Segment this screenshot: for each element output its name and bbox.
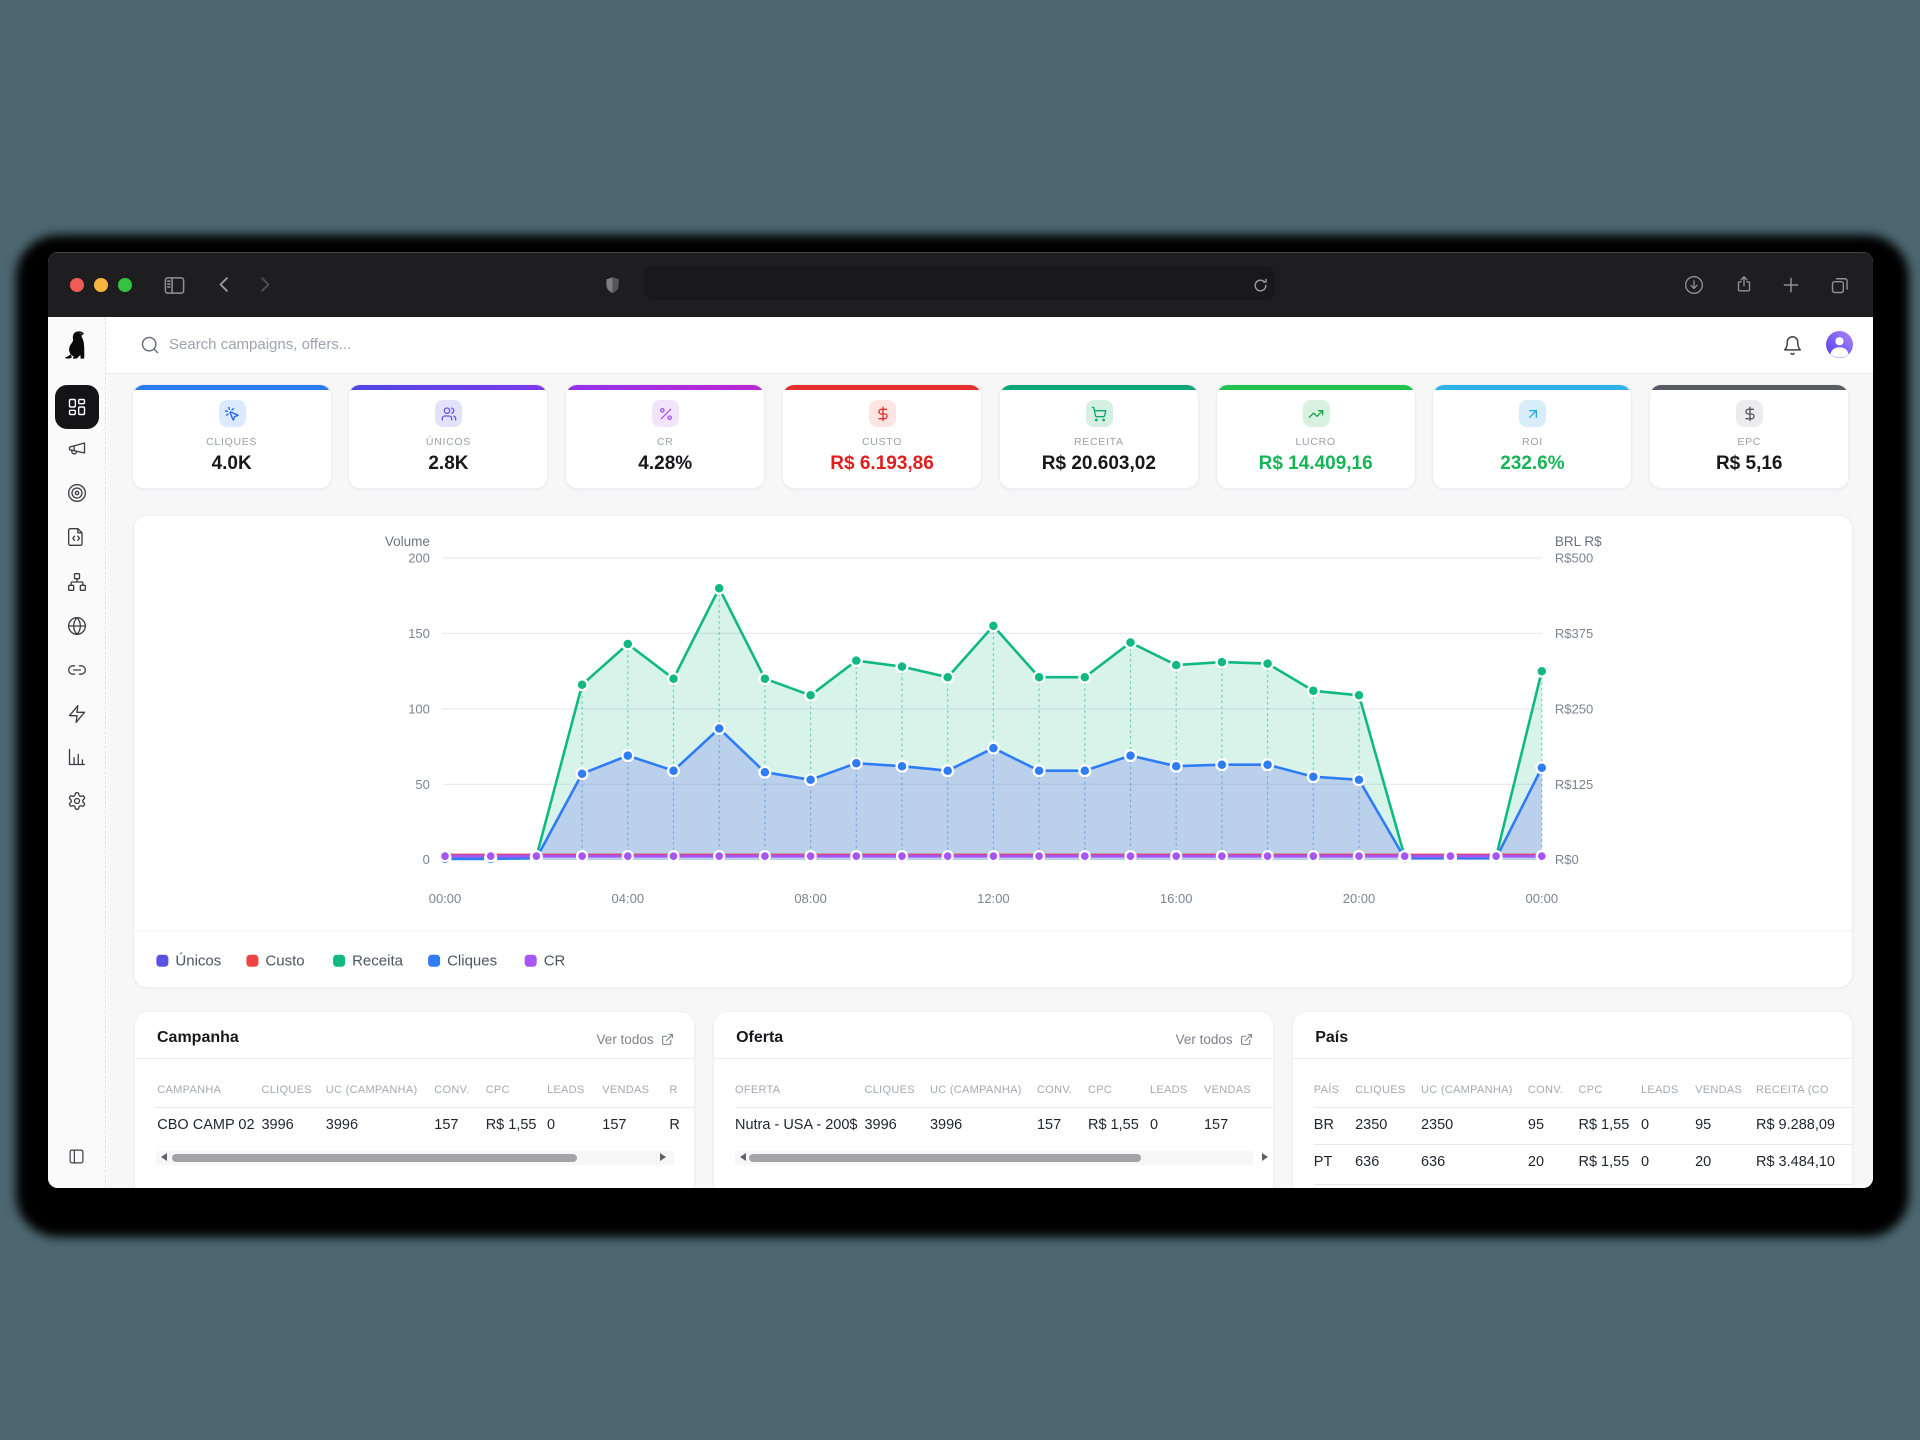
svg-text:R$0: R$0 <box>1554 852 1578 867</box>
svg-text:R$375: R$375 <box>1554 625 1592 640</box>
svg-text:20:00: 20:00 <box>1342 891 1375 906</box>
svg-text:Únicos: Únicos <box>175 952 221 969</box>
svg-text:12:00: 12:00 <box>977 891 1010 906</box>
svg-text:08:00: 08:00 <box>794 891 827 906</box>
svg-text:Receita: Receita <box>352 952 404 969</box>
svg-text:R$250: R$250 <box>1554 701 1592 716</box>
svg-text:100: 100 <box>408 701 430 716</box>
svg-text:Custo: Custo <box>265 952 304 969</box>
svg-text:200: 200 <box>408 550 430 565</box>
svg-text:04:00: 04:00 <box>611 891 644 906</box>
svg-text:Cliques: Cliques <box>447 952 497 969</box>
svg-text:Volume: Volume <box>384 534 429 549</box>
svg-text:50: 50 <box>415 776 429 791</box>
svg-text:CR: CR <box>543 952 565 969</box>
svg-text:BRL R$: BRL R$ <box>1554 534 1601 549</box>
svg-text:150: 150 <box>408 625 430 640</box>
svg-text:R$500: R$500 <box>1554 550 1592 565</box>
svg-text:R$125: R$125 <box>1554 776 1592 791</box>
svg-text:00:00: 00:00 <box>428 891 461 906</box>
svg-text:0: 0 <box>422 852 429 867</box>
svg-text:00:00: 00:00 <box>1525 891 1558 906</box>
svg-text:16:00: 16:00 <box>1160 891 1193 906</box>
